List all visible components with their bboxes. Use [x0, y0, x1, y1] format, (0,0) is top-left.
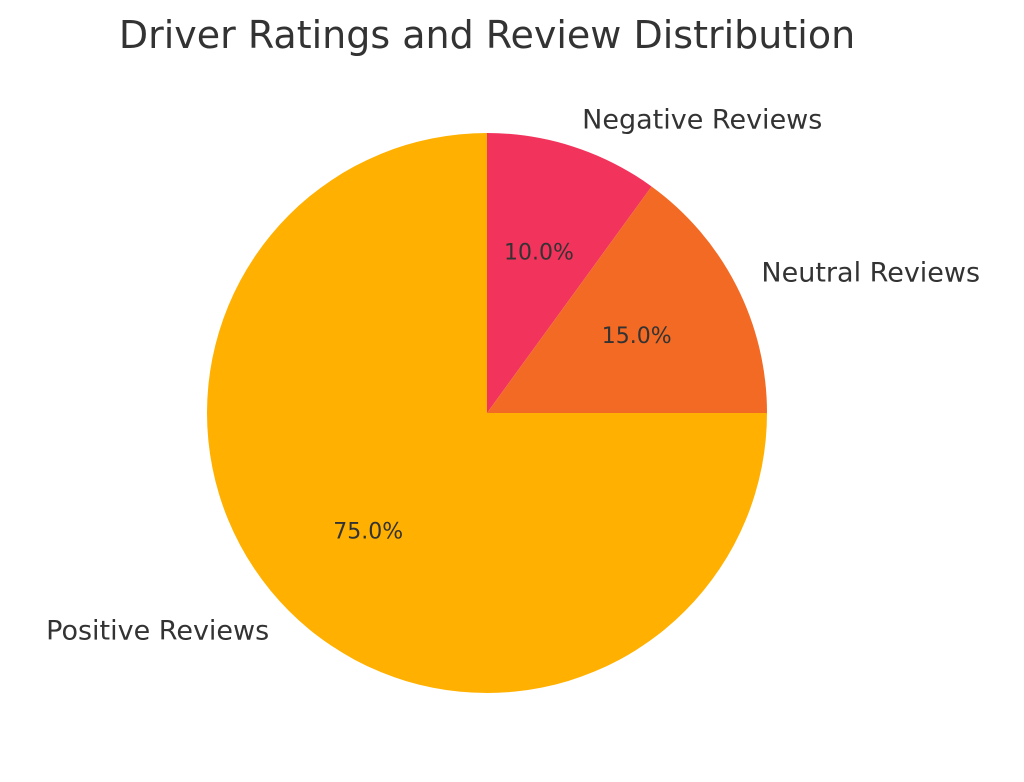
slice-label-positive-reviews: Positive Reviews [46, 615, 269, 646]
slice-label-neutral-reviews: Neutral Reviews [761, 258, 980, 289]
slice-label-negative-reviews: Negative Reviews [582, 105, 822, 136]
pct-label-neutral-reviews: 15.0% [602, 324, 672, 349]
chart-title: Driver Ratings and Review Distribution [119, 13, 855, 57]
pie-slice-positive-reviews [207, 133, 767, 693]
labels-layer: 10.0% Negative Reviews 15.0% Neutral Review… [46, 105, 980, 647]
pie-slice-negative-reviews [487, 133, 652, 413]
pie-slice-neutral-reviews [487, 186, 767, 413]
slices-layer [207, 133, 767, 693]
pct-label-positive-reviews: 75.0% [333, 519, 403, 544]
pct-label-negative-reviews: 10.0% [504, 241, 574, 266]
